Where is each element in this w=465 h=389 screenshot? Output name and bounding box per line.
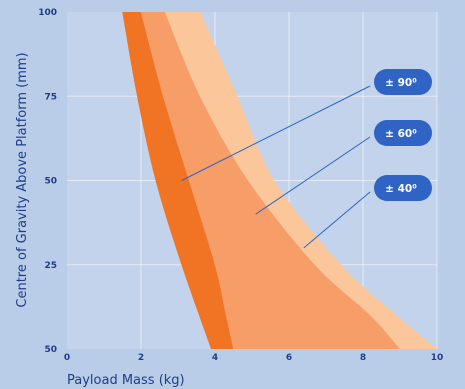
x-axis-title: Payload Mass (kg) <box>67 373 185 388</box>
series-label-pill-3 <box>374 175 432 201</box>
x-tick-label: 8 <box>360 353 366 363</box>
series-label-pill-1 <box>374 69 432 95</box>
series-label-text-1: ± 90⁰ <box>385 77 417 89</box>
tick-labels: 0 2 4 6 8 10 100 75 50 25 50 <box>38 8 443 363</box>
leader-line-1 <box>181 85 371 181</box>
y-tick-label: 50 <box>44 177 57 187</box>
bands <box>122 12 437 349</box>
leader-line-2 <box>255 136 371 215</box>
x-tick-label: 6 <box>286 353 292 363</box>
x-tick-label: 10 <box>431 353 444 363</box>
y-tick-label: 75 <box>44 92 57 102</box>
x-tick-label: 2 <box>138 353 144 363</box>
y-tick-label: 25 <box>44 261 57 271</box>
leader-lines <box>181 85 371 249</box>
series-label-text-3: ± 40⁰ <box>385 183 417 195</box>
y-tick-label: 100 <box>38 8 57 18</box>
x-tick-label: 0 <box>64 353 70 363</box>
leader-line-3 <box>303 191 371 249</box>
x-tick-label: 4 <box>212 353 218 363</box>
series-labels: ± 90⁰ ± 60⁰ ± 40⁰ <box>374 69 432 201</box>
y-axis-title: Centre of Gravity Above Platform (mm) <box>15 52 30 307</box>
series-label-pill-2 <box>374 120 432 146</box>
series-label-text-2: ± 60⁰ <box>385 128 417 140</box>
y-tick-label: 50 <box>44 345 57 355</box>
band-series-3 <box>164 12 437 349</box>
